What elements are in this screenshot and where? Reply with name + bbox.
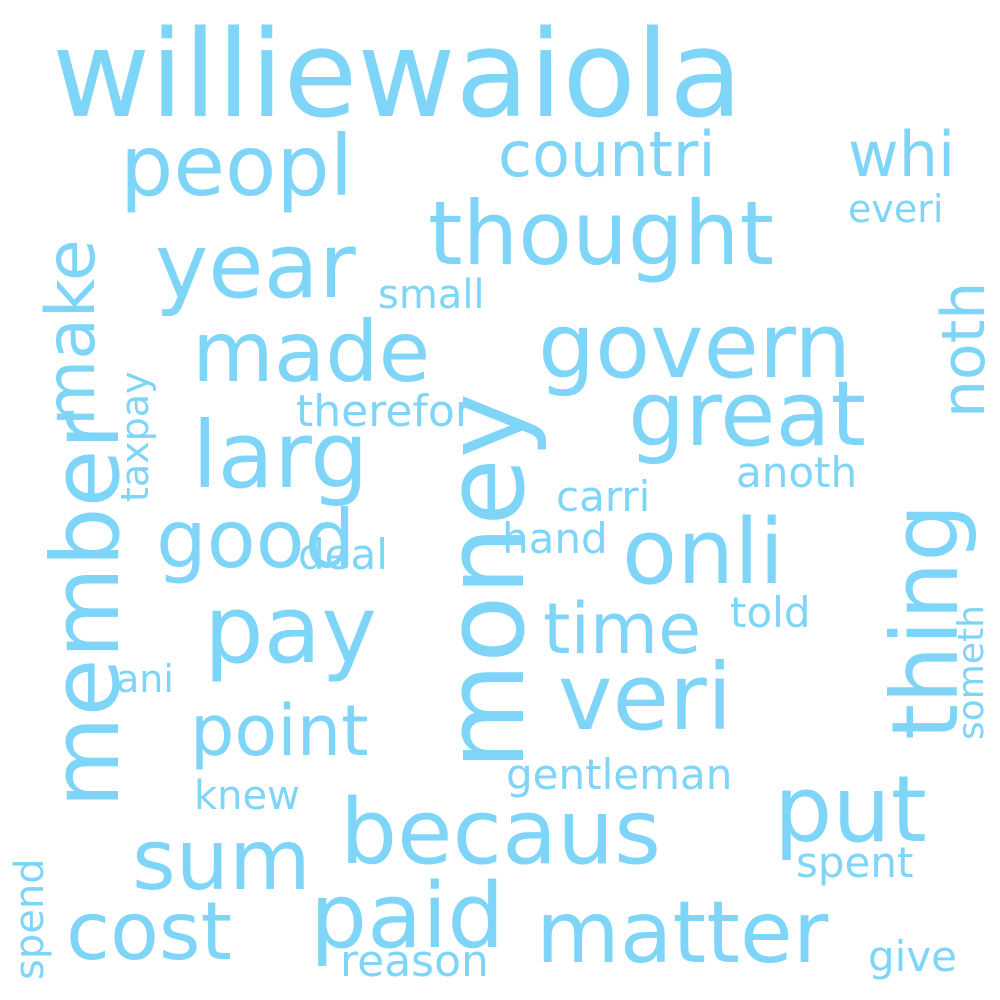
word-williewaiola: williewaiola xyxy=(52,6,743,145)
word-noth: noth xyxy=(929,281,999,418)
word-give: give xyxy=(868,932,958,981)
word-paid: paid xyxy=(310,864,505,969)
word-matter: matter xyxy=(536,883,829,983)
word-sum: sum xyxy=(132,811,311,909)
word-made: made xyxy=(192,303,431,401)
word-therefor: therefor xyxy=(296,386,473,437)
word-time: time xyxy=(543,588,702,670)
word-whi: whi xyxy=(848,118,956,191)
word-knew: knew xyxy=(194,773,300,819)
word-deal: deal xyxy=(298,530,388,579)
word-told: told xyxy=(730,588,811,637)
word-ani: ani xyxy=(116,657,174,701)
word-thought: thought xyxy=(428,182,775,285)
word-gentleman: gentleman xyxy=(506,750,733,799)
word-pay: pay xyxy=(204,576,377,685)
word-money: money xyxy=(421,393,549,770)
word-small: small xyxy=(378,272,485,318)
word-put: put xyxy=(774,756,927,863)
word-carri: carri xyxy=(556,472,651,521)
word-peopl: peopl xyxy=(120,117,354,215)
word-govern: govern xyxy=(538,294,852,399)
word-member: member xyxy=(32,410,141,808)
word-good: good xyxy=(156,493,356,586)
word-spend: spend xyxy=(7,858,53,980)
word-someth: someth xyxy=(951,605,992,740)
word-point: point xyxy=(190,690,369,772)
word-year: year xyxy=(155,214,356,319)
word-anoth: anoth xyxy=(736,448,858,497)
word-cost: cost xyxy=(66,885,232,978)
word-reason: reason xyxy=(340,936,489,987)
word-great: great xyxy=(628,362,866,467)
word-larg: larg xyxy=(192,402,369,509)
word-hand: hand xyxy=(502,514,608,563)
word-make: make xyxy=(32,239,111,426)
word-veri: veri xyxy=(558,644,733,751)
word-onli: onli xyxy=(622,500,785,605)
word-everi: everi xyxy=(848,187,944,231)
word-countri: countri xyxy=(498,118,716,191)
word-spent: spent xyxy=(796,838,914,887)
word-becaus: becaus xyxy=(340,780,662,885)
